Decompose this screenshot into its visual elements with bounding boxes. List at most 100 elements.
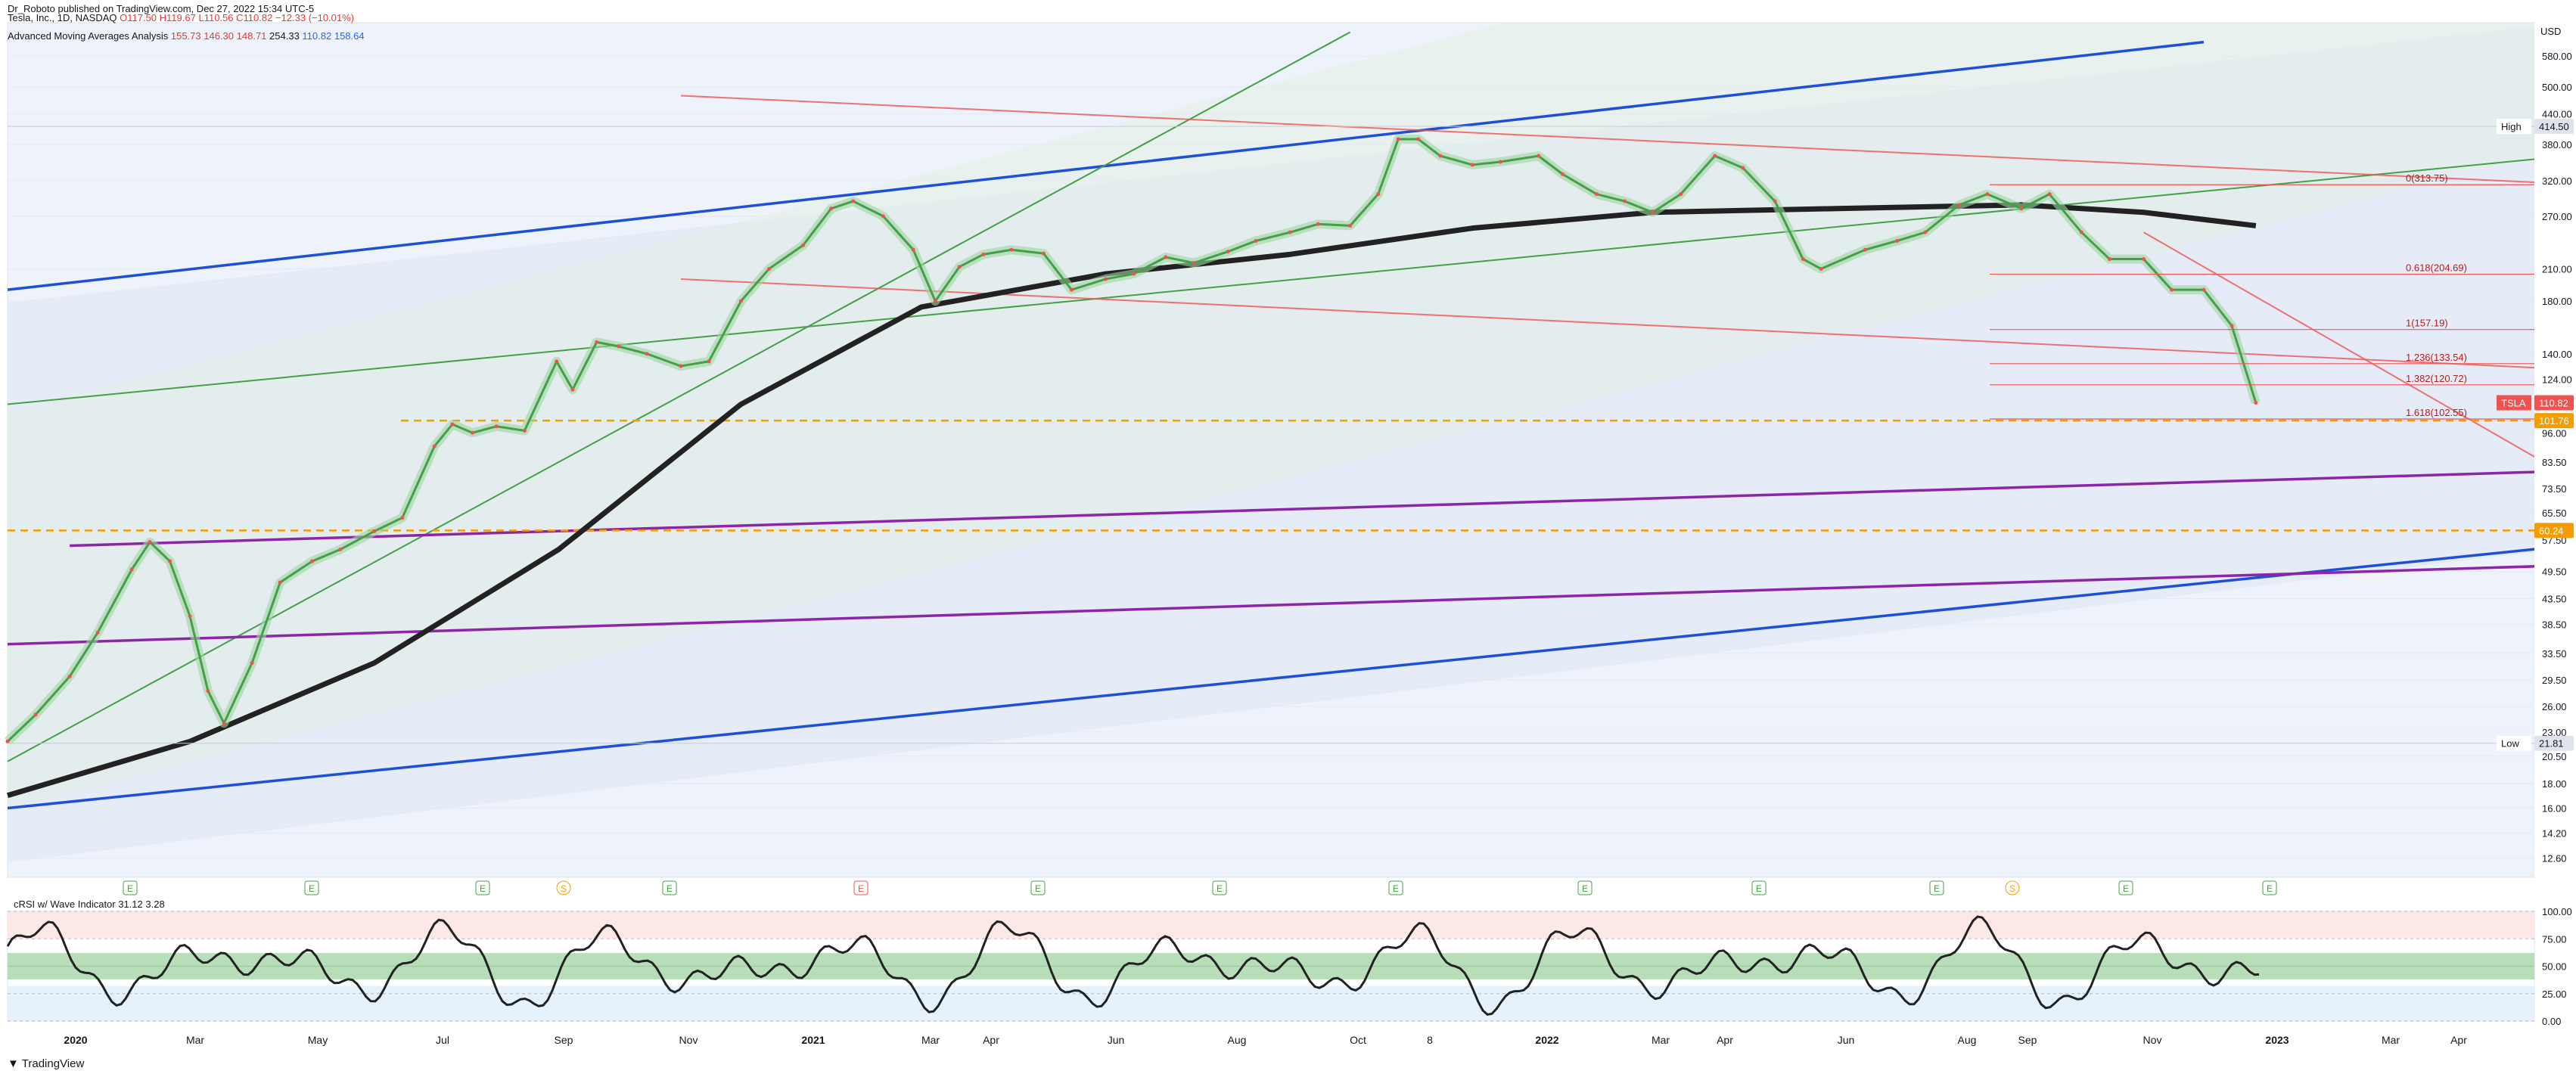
trend-line-0	[7, 40, 2205, 291]
price-point-60	[1651, 210, 1655, 215]
event-marker-label-5: E	[858, 883, 864, 894]
y-tick-0: 580.00	[2542, 51, 2572, 62]
x-tick-10: Aug	[1228, 1034, 1247, 1046]
x-tick-9: Jun	[1108, 1034, 1125, 1046]
price-tag-value-0: 414.50	[2539, 121, 2569, 132]
trend-line-1	[7, 544, 2569, 810]
price-point-16	[432, 444, 437, 448]
price-point-76	[2142, 257, 2146, 262]
price-point-70	[1957, 203, 1962, 207]
y-tick-3: 380.00	[2542, 139, 2572, 151]
price-point-9	[222, 721, 226, 725]
price-tag-name-bg-0	[2497, 119, 2531, 135]
x-tick-7: Mar	[921, 1034, 940, 1046]
x-tick-11: Oct	[1350, 1034, 1366, 1046]
price-tag-value-1: 110.82	[2539, 397, 2568, 408]
price-point-24	[617, 344, 621, 349]
price-point-26	[679, 364, 683, 368]
price-point-35	[933, 299, 937, 303]
x-tick-6: 2021	[801, 1034, 825, 1046]
event-marker-label-0: E	[127, 883, 133, 894]
osc-y-tick-4: 0.00	[2542, 1016, 2561, 1027]
price-point-62	[1713, 154, 1717, 158]
y-tick-4: 320.00	[2542, 175, 2572, 187]
x-tick-5: Nov	[679, 1034, 698, 1046]
x-tick-18: Sep	[2018, 1034, 2037, 1046]
price-point-59	[1622, 199, 1627, 203]
x-tick-1: Mar	[186, 1034, 204, 1046]
osc-y-tick-2: 50.00	[2542, 961, 2567, 973]
fib-label-1: 0.618(204.69)	[2406, 262, 2467, 274]
osc-crsi-line	[6, 915, 2260, 1016]
osc-y-tick-1: 75.00	[2542, 933, 2567, 945]
price-point-0	[5, 739, 10, 743]
ohlc-close: C110.82	[236, 12, 273, 23]
x-tick-20: 2023	[2265, 1034, 2289, 1046]
tv-logo-icon: ▼	[8, 1057, 19, 1070]
price-point-73	[2047, 192, 2052, 197]
price-point-10	[250, 661, 254, 666]
osc-oversold-zone	[8, 985, 2534, 1021]
y-tick-14: 65.50	[2542, 507, 2567, 519]
price-point-63	[1741, 166, 1745, 170]
x-tick-17: Aug	[1958, 1034, 1977, 1046]
price-point-27	[707, 359, 711, 364]
x-tick-15: Apr	[1717, 1034, 1733, 1046]
price-point-2	[67, 674, 72, 678]
price-point-58	[1594, 192, 1599, 197]
x-tick-19: Nov	[2143, 1034, 2162, 1046]
price-labels: 414.50 High 110.82 TSLA 101.76 60.24 21.81 Low	[8, 119, 2574, 751]
price-point-57	[1560, 172, 1565, 176]
indicator-value-4: 254.33	[269, 30, 300, 42]
y-tick-21: 26.00	[2542, 701, 2567, 712]
y-tick-8: 140.00	[2542, 349, 2572, 360]
event-marker-label-14: E	[2267, 883, 2273, 894]
price-point-7	[188, 614, 192, 619]
price-point-51	[1396, 137, 1400, 141]
event-marker-9	[1577, 880, 1593, 895]
tradingview-brand[interactable]: ▼ TradingView	[8, 1057, 84, 1070]
event-marker-5	[853, 880, 869, 895]
price-tag-value-2: 101.76	[2539, 415, 2569, 427]
y-tick-7: 180.00	[2542, 296, 2572, 307]
price-point-65	[1801, 257, 1805, 262]
ohlc-low: L110.56	[198, 12, 234, 23]
price-tag-name-4: Low	[2501, 738, 2519, 750]
y-tick-27: 12.60	[2542, 853, 2567, 864]
y-tick-16: 49.50	[2542, 566, 2567, 578]
price-point-23	[595, 340, 599, 344]
y-tick-11: 96.00	[2542, 427, 2567, 439]
price-point-11	[278, 580, 282, 585]
price-tag-4	[2534, 735, 2574, 751]
event-marker-label-13: E	[2123, 883, 2129, 894]
y-tick-26: 14.20	[2542, 828, 2567, 840]
event-marker-label-9: E	[1582, 883, 1588, 894]
event-marker-label-10: E	[1756, 883, 1762, 894]
ohlc-open: O117.50	[120, 12, 157, 23]
price-point-28	[738, 299, 743, 303]
price-point-44	[1192, 261, 1196, 265]
fib-label-2: 1(157.19)	[2406, 318, 2448, 329]
price-point-52	[1416, 137, 1421, 141]
event-marker-13	[2118, 880, 2133, 895]
osc-title: cRSI w/ Wave Indicator 31.12 3.28	[14, 899, 165, 910]
trend-line-6	[680, 95, 2569, 185]
price-tag-name-bg-4	[2497, 735, 2531, 751]
trend-line-2	[7, 31, 1351, 762]
x-tick-3: Jul	[436, 1034, 449, 1046]
x-tick-4: Sep	[555, 1034, 573, 1046]
price-point-45	[1226, 250, 1230, 254]
price-point-33	[881, 214, 885, 219]
price-point-19	[494, 424, 499, 429]
osc-y-tick-3: 25.00	[2542, 989, 2567, 1000]
y-tick-2: 440.00	[2542, 109, 2572, 120]
y-tick-5: 270.00	[2542, 211, 2572, 222]
price-point-14	[372, 529, 377, 533]
event-marker-label-6: E	[1035, 883, 1041, 894]
event-marker-label-8: E	[1393, 883, 1399, 894]
price-point-66	[1819, 266, 1823, 271]
event-marker-label-1: E	[309, 883, 315, 894]
price-point-20	[522, 428, 527, 433]
y-tick-24: 18.00	[2542, 778, 2567, 790]
